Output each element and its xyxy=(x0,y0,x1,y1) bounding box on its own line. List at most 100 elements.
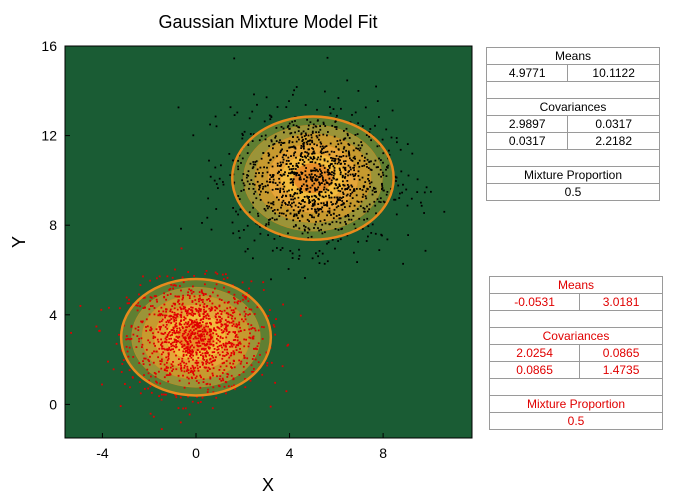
data-point xyxy=(192,358,194,361)
data-point xyxy=(365,197,368,200)
data-point xyxy=(296,164,299,167)
data-point xyxy=(274,135,277,138)
data-point xyxy=(160,338,162,341)
data-point xyxy=(283,190,285,193)
data-point xyxy=(356,261,358,263)
data-point xyxy=(291,146,294,148)
data-point xyxy=(321,145,324,148)
data-point xyxy=(348,144,351,146)
data-point xyxy=(347,164,350,167)
data-point xyxy=(239,313,241,316)
data-point xyxy=(191,331,194,333)
data-point xyxy=(281,247,284,249)
data-point xyxy=(320,150,323,152)
data-point xyxy=(311,161,314,163)
data-point xyxy=(317,209,320,212)
data-point xyxy=(225,392,227,395)
data-point xyxy=(331,163,333,165)
data-point xyxy=(345,223,347,225)
data-point xyxy=(219,365,222,368)
data-point xyxy=(288,141,291,144)
data-point xyxy=(424,249,427,252)
data-point xyxy=(225,365,228,368)
data-point xyxy=(335,220,338,223)
data-point xyxy=(328,210,331,213)
data-point xyxy=(251,167,254,170)
data-point xyxy=(182,294,184,297)
data-point xyxy=(361,228,364,230)
data-point xyxy=(178,379,181,382)
data-point xyxy=(172,327,175,330)
data-point xyxy=(314,161,317,164)
data-point xyxy=(247,300,250,303)
data-point xyxy=(295,213,298,216)
data-point xyxy=(223,286,225,289)
data-point xyxy=(371,193,374,196)
data-point xyxy=(374,124,376,127)
data-point xyxy=(243,184,246,187)
data-point xyxy=(208,328,211,331)
data-point xyxy=(344,169,347,171)
data-point xyxy=(337,205,340,207)
data-point xyxy=(318,182,321,185)
data-point xyxy=(298,202,301,204)
data-point xyxy=(382,152,385,155)
data-point xyxy=(296,192,299,195)
data-point xyxy=(189,323,192,326)
data-point xyxy=(273,218,276,221)
data-point xyxy=(307,237,310,239)
data-point xyxy=(191,310,194,312)
data-point xyxy=(243,338,246,341)
data-point xyxy=(283,173,286,176)
data-point xyxy=(149,385,152,388)
data-point xyxy=(171,365,174,368)
data-point xyxy=(380,175,382,178)
data-point xyxy=(303,147,305,150)
data-point xyxy=(199,335,201,337)
data-point xyxy=(226,276,229,279)
data-point xyxy=(214,115,217,118)
data-point xyxy=(270,116,273,118)
data-point xyxy=(228,356,231,359)
data-point xyxy=(221,337,224,340)
data-point xyxy=(204,338,206,340)
data-point xyxy=(311,139,313,142)
data-point xyxy=(183,386,186,389)
data-point xyxy=(180,343,183,346)
data-point xyxy=(316,179,319,181)
data-point xyxy=(298,220,301,222)
data-point xyxy=(315,212,318,214)
data-point xyxy=(344,221,347,223)
data-point xyxy=(292,172,294,174)
data-point xyxy=(158,395,160,397)
data-point xyxy=(258,139,261,142)
data-point xyxy=(274,136,277,139)
data-point xyxy=(331,238,334,241)
data-point xyxy=(381,185,384,187)
data-point xyxy=(216,272,219,275)
data-point xyxy=(319,151,322,154)
data-point xyxy=(319,220,322,223)
data-point xyxy=(298,254,301,257)
data-point xyxy=(196,321,198,324)
data-point xyxy=(255,197,258,200)
data-point xyxy=(206,352,209,355)
data-point xyxy=(289,146,292,149)
data-point xyxy=(407,174,410,177)
data-point xyxy=(313,216,315,219)
data-point xyxy=(183,323,186,326)
data-point xyxy=(143,388,146,390)
cov-01: 0.0865 xyxy=(579,344,663,362)
data-point xyxy=(272,143,275,146)
data-point xyxy=(262,289,265,291)
data-point xyxy=(204,366,207,369)
data-point xyxy=(208,338,211,341)
data-point xyxy=(306,218,309,221)
data-point xyxy=(321,195,324,198)
data-point xyxy=(410,197,413,200)
data-point xyxy=(291,180,294,182)
data-point xyxy=(328,177,331,180)
data-point xyxy=(314,208,317,211)
data-point xyxy=(292,154,295,157)
data-point xyxy=(362,186,365,189)
